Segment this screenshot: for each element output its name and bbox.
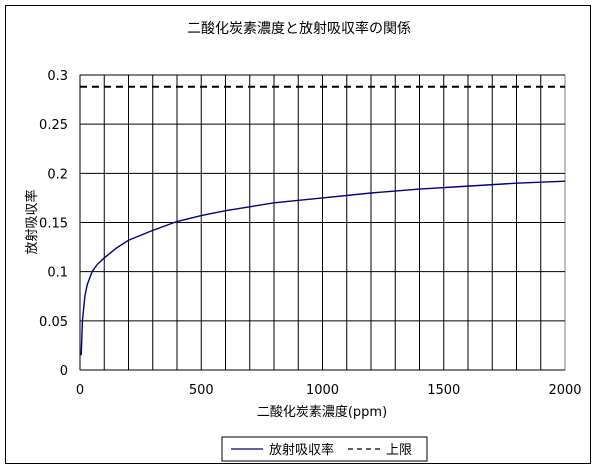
y-tick-label: 0.15 [39, 217, 68, 232]
legend: 放射吸収率 上限 [221, 436, 428, 462]
y-tick-label: 0.3 [47, 69, 68, 84]
y-tick-label: 0 [60, 364, 68, 379]
legend-label-upper-limit: 上限 [386, 443, 412, 458]
x-tick-label: 0 [76, 383, 84, 398]
y-axis-label: 放射吸収率 [24, 189, 40, 254]
y-tick-label: 0.05 [39, 315, 68, 330]
x-axis-label: 二酸化炭素濃度(ppm) [257, 404, 387, 420]
y-tick-label: 0.25 [39, 118, 68, 133]
y-tick-label: 0.1 [47, 266, 68, 281]
chart-title: 二酸化炭素濃度と放射吸収率の関係 [187, 20, 411, 37]
x-tick-label: 2000 [548, 383, 581, 398]
x-axis-ticks: 0 500 1000 1500 2000 [76, 383, 582, 398]
grid-layer [79, 74, 565, 371]
x-tick-label: 1000 [306, 383, 339, 398]
series-layer [80, 85, 566, 356]
legend-label-absorption: 放射吸収率 [269, 442, 334, 458]
series-line-absorption [80, 180, 566, 356]
y-axis-ticks: 0 0.05 0.1 0.15 0.2 0.25 0.3 [39, 69, 68, 379]
x-tick-label: 500 [189, 383, 214, 398]
x-tick-label: 1500 [427, 383, 460, 398]
y-tick-label: 0.2 [47, 167, 68, 182]
